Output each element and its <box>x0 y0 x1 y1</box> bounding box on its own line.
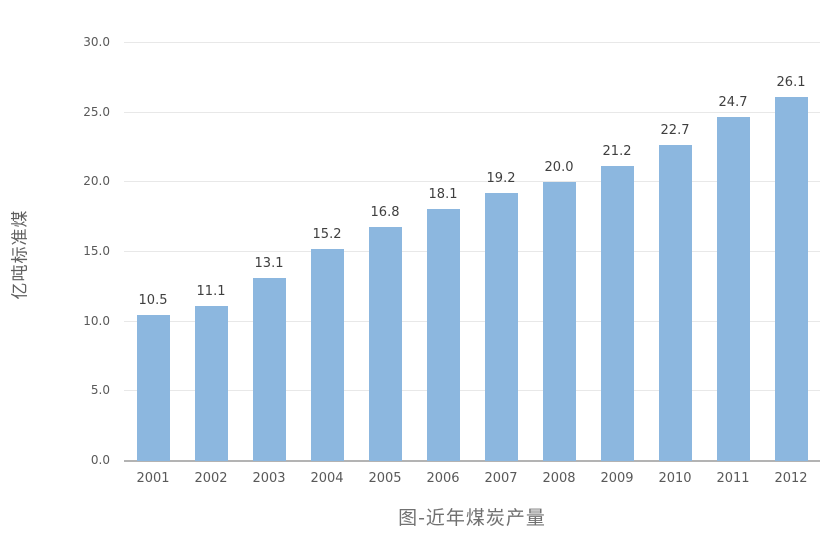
x-tick-label: 2012 <box>774 471 808 486</box>
y-tick-label: 10.0 <box>83 313 110 328</box>
gridline <box>124 320 820 322</box>
bar-2006 <box>426 208 460 461</box>
bar-value-label: 11.1 <box>196 284 226 300</box>
bar-2001 <box>136 314 170 461</box>
bar-value-label: 20.0 <box>544 160 574 176</box>
bar-value-label: 10.5 <box>138 292 168 308</box>
x-tick-label: 2003 <box>252 471 286 486</box>
bar-value-label: 16.8 <box>370 204 400 220</box>
x-tick-label: 2002 <box>194 471 228 486</box>
bar-value-label: 24.7 <box>718 94 748 110</box>
bar-value-label: 13.1 <box>254 256 284 272</box>
gridline <box>124 390 820 392</box>
gridline <box>124 181 820 183</box>
bar-2008 <box>542 182 576 461</box>
bar-2003 <box>252 278 286 461</box>
bar-value-label: 26.1 <box>776 75 806 91</box>
gridline <box>124 111 820 113</box>
bar-2011 <box>716 116 750 461</box>
x-tick-label: 2010 <box>658 471 692 486</box>
x-tick-label: 2008 <box>542 471 576 486</box>
bar-2007 <box>484 193 518 461</box>
x-tick-label: 2001 <box>136 471 170 486</box>
bar-value-label: 19.2 <box>486 171 516 187</box>
bar-2004 <box>310 249 344 461</box>
gridline <box>124 42 820 43</box>
x-tick-label: 2004 <box>310 471 344 486</box>
bar-2010 <box>658 144 692 461</box>
x-tick-label: 2011 <box>716 471 750 486</box>
y-axis-title: 亿吨标准煤 <box>10 209 31 300</box>
x-tick-label: 2006 <box>426 471 460 486</box>
y-tick-label: 0.0 <box>90 453 110 467</box>
chart-title: 图-近年煤炭产量 <box>398 507 546 529</box>
bar-2002 <box>194 306 228 461</box>
bar-value-label: 18.1 <box>428 186 458 202</box>
bar-value-label: 22.7 <box>660 122 690 138</box>
x-tick-label: 2005 <box>368 471 402 486</box>
bar-2009 <box>600 165 634 461</box>
x-tick-label: 2007 <box>484 471 518 486</box>
bar-value-label: 21.2 <box>602 143 632 159</box>
y-tick-label: 15.0 <box>83 244 110 258</box>
y-tick-label: 25.0 <box>83 104 110 119</box>
gridline <box>124 251 820 252</box>
bar-value-label: 15.2 <box>312 227 342 243</box>
y-tick-label: 20.0 <box>83 174 110 189</box>
bar-2012 <box>774 97 808 461</box>
x-tick-label: 2009 <box>600 471 634 486</box>
y-tick-label: 5.0 <box>90 383 110 398</box>
plot-area: 10.5 11.1 13.1 15.2 16.8 18.1 19.2 20.0 21.2 22.7… <box>124 42 820 462</box>
x-axis-line <box>124 460 820 462</box>
y-tick-label: 30.0 <box>83 35 110 49</box>
bar-2005 <box>368 226 402 461</box>
